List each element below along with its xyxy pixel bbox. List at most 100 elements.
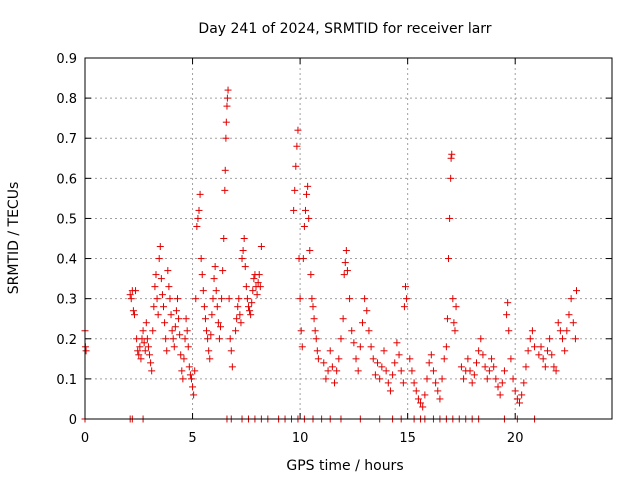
data-point [386,387,394,395]
data-point [432,379,440,387]
data-point [207,331,215,339]
data-point [410,379,418,387]
data-point [400,303,408,311]
data-point [376,375,384,383]
data-point [513,395,521,403]
data-point [511,387,519,395]
data-point [322,375,330,383]
data-point [546,335,554,343]
data-point [196,190,204,198]
data-point [504,299,512,307]
data-point [354,367,362,375]
data-point [136,343,144,351]
data-point [464,355,472,363]
data-point [448,150,456,158]
data-point [142,319,150,327]
data-point [293,142,301,150]
data-point [200,303,208,311]
data-point [498,379,506,387]
data-point [187,375,195,383]
data-point [509,375,517,383]
data-point [567,295,575,303]
data-point [466,367,474,375]
data-point [408,367,416,375]
data-point [205,347,213,355]
data-point [503,311,511,319]
data-point [129,307,137,315]
data-point [494,383,502,391]
data-point [446,214,454,222]
data-point [475,347,483,355]
data-point [447,174,455,182]
data-point [522,363,530,371]
data-point [399,379,407,387]
data-point [180,355,188,363]
data-point [226,335,234,343]
data-point [492,375,500,383]
data-point [139,327,147,335]
y-tick-label: 0.9 [56,52,77,67]
data-point [179,375,187,383]
data-point [185,363,193,371]
data-point [378,363,386,371]
data-point [241,263,249,271]
data-point [218,295,226,303]
data-point [178,367,186,375]
data-point [358,319,366,327]
data-point [222,118,230,126]
data-point [443,315,451,323]
data-point [308,295,316,303]
data-point [563,327,571,335]
data-point [153,295,161,303]
data-point [195,206,203,214]
data-point [402,283,410,291]
data-point [520,379,528,387]
data-point [209,295,217,303]
x-tick-label: 0 [81,431,89,446]
data-point [220,235,228,242]
data-point [460,375,468,383]
data-point [184,343,192,351]
data-point [155,255,163,263]
data-point [403,295,411,303]
data-point [212,287,220,295]
data-point [253,291,261,299]
data-point [447,154,455,162]
data-point [369,355,377,363]
data-point [255,271,263,279]
data-point [156,243,164,251]
y-tick-label: 0.5 [56,212,77,227]
data-point [199,287,207,295]
data-point [166,295,174,303]
data-point [213,303,221,311]
data-point [343,267,351,275]
data-point [304,182,312,190]
data-point [206,355,214,363]
data-point [331,379,339,387]
data-point [496,391,504,399]
data-point [561,347,569,355]
data-point [436,395,444,403]
data-point [210,275,218,283]
data-point [189,383,197,391]
data-point [341,259,349,267]
data-point [168,327,176,335]
data-point [470,371,478,379]
data-point [215,335,223,343]
data-point [223,102,231,110]
data-point [550,363,558,371]
data-point [208,311,216,319]
axis-ticks: 0 0.1 0.2 0.3 0.4 0.5 0.6 0.7 0.8 0.9 0 5 10 15 20 [56,52,612,446]
data-point [507,355,515,363]
data-point [192,295,200,303]
x-tick-label: 5 [188,431,196,446]
data-point [393,339,401,347]
data-point [160,303,168,311]
data-point [391,359,399,367]
data-point [170,343,178,351]
data-point [169,335,177,343]
data-point [183,327,191,335]
data-point [244,303,252,311]
data-point [201,315,209,323]
data-point [535,351,543,359]
